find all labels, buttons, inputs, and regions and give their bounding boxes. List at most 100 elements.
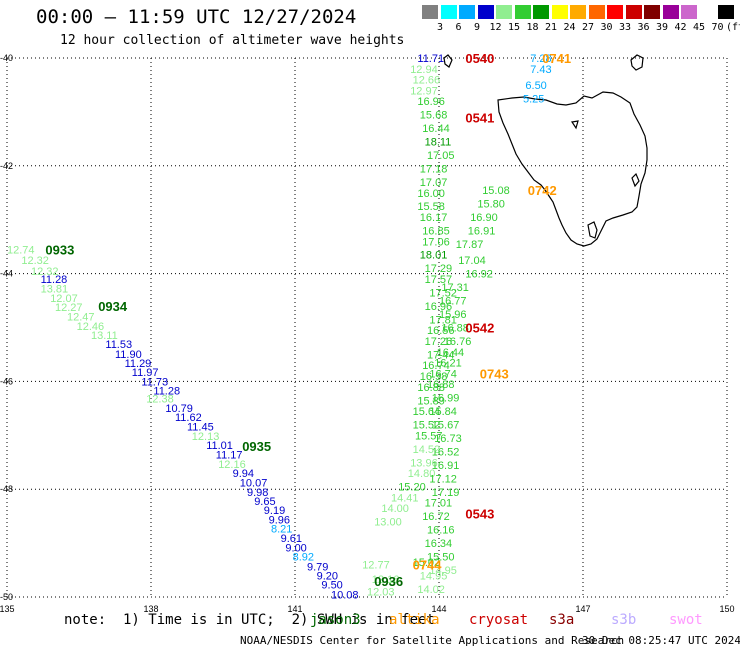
- pass-time-label: 0742: [528, 183, 557, 198]
- swh-data-point: 16.88: [417, 382, 445, 394]
- colorbar-swatch: [644, 5, 660, 19]
- swh-data-point: 9.19: [264, 505, 285, 517]
- swh-data-point: 9.96: [269, 514, 290, 526]
- y-tick-label: -44: [0, 269, 13, 279]
- swh-data-point: 12.03: [367, 587, 395, 599]
- colorbar-swatch: [681, 5, 697, 19]
- swh-data-point: 12.66: [413, 75, 441, 87]
- swh-data-point: 7.43: [530, 64, 551, 76]
- swh-data-point: 15.57: [415, 430, 443, 442]
- colorbar-label: 42: [674, 22, 687, 33]
- swh-data-point: 11.28: [41, 274, 68, 286]
- swh-data-point: 17.06: [422, 236, 450, 248]
- swh-data-point: 9.50: [321, 580, 342, 592]
- axis-tick-labels: 135 138 141 144 147 150 -40 -42 -44 -46 -48 -50: [0, 53, 735, 614]
- x-tick-label: 144: [431, 604, 446, 614]
- swh-data-point: 16.91: [468, 225, 496, 237]
- swh-data-point: 10.07: [240, 478, 268, 490]
- colorbar-label: (ft): [726, 22, 740, 33]
- swh-data-point: 17.07: [420, 177, 448, 189]
- colorbar-swatch: [662, 5, 679, 19]
- swh-data-point: 13.96: [410, 457, 438, 469]
- swh-data-point: 12.47: [67, 312, 95, 324]
- swh-data-point: 16.90: [470, 212, 498, 224]
- swh-data-point: 16.52: [432, 446, 460, 458]
- bruny-island: [587, 221, 598, 239]
- swh-data-point: 16.88: [427, 379, 455, 391]
- swh-data-point: 17.12: [429, 473, 457, 485]
- colorbar-label: 15: [507, 22, 521, 33]
- tasmania-coastline: [443, 54, 648, 247]
- swh-data-point: 11.45: [187, 422, 214, 434]
- pass-time-label: 0935: [242, 439, 271, 454]
- colorbar-swatch: [459, 5, 475, 19]
- swh-data-point: 16.92: [465, 269, 493, 281]
- pass-time-label: 0541: [465, 110, 494, 125]
- swh-data-point: 11.29: [125, 358, 152, 370]
- swh-data-point: 9.65: [254, 496, 275, 508]
- footer-note: note: 1) Time is in UTC; 2) SWH is in fe…: [64, 612, 435, 628]
- colorbar-swatch: [625, 5, 642, 19]
- y-tick-label: -50: [0, 592, 13, 602]
- swh-data-point: 16.77: [439, 296, 467, 308]
- swh-data-point: 16.76: [444, 336, 472, 348]
- swh-data-point: 11.90: [115, 349, 142, 361]
- swh-data-point: 12.77: [362, 560, 390, 572]
- colorbar-swatch: [422, 5, 438, 19]
- swh-data-point: 16.44: [422, 123, 450, 135]
- colorbar-swatch: [533, 5, 549, 19]
- colorbar-swatch: [718, 5, 734, 19]
- swh-data-point: 13.81: [41, 284, 69, 296]
- maria-island: [631, 172, 640, 188]
- small-islet: [570, 120, 579, 130]
- swh-data-point: 15.02: [413, 557, 441, 569]
- swh-data-point: 14.80: [408, 468, 436, 480]
- furneaux-group: [630, 54, 644, 71]
- page-title: 00:00 – 11:59 UTC 12/27/2024: [36, 6, 357, 28]
- swh-data-point: 9.00: [285, 542, 306, 554]
- swh-data-point: 14.02: [417, 584, 445, 596]
- swh-data-point: 11.17: [216, 450, 243, 462]
- colorbar-swatch: [570, 5, 586, 19]
- swh-data-point: 9.79: [307, 561, 328, 573]
- x-tick-label: 150: [719, 604, 734, 614]
- y-tick-label: -46: [0, 376, 13, 386]
- swh-data-point: 11.62: [175, 412, 202, 424]
- king-island: [443, 54, 453, 68]
- swh-data-point: 15.80: [477, 199, 505, 211]
- swh-data-point: 16.99: [432, 393, 460, 405]
- swh-data-point: 16.16: [427, 525, 455, 537]
- colorbar-label: 3: [436, 22, 444, 33]
- swh-data-point: 9.98: [247, 487, 268, 499]
- swh-data-point: 16.44: [437, 347, 465, 359]
- swh-data-point: 16.58: [420, 371, 448, 383]
- colorbar-label: 30: [600, 22, 613, 33]
- y-tick-label: -42: [0, 161, 13, 171]
- swh-data-point: 6.50: [525, 80, 546, 92]
- colorbar-label: 45: [692, 22, 706, 33]
- swh-data-point: 16.73: [434, 433, 462, 445]
- swh-data-point: 11.53: [105, 339, 132, 351]
- swh-data-point: 14.95: [429, 565, 457, 577]
- swh-data-point: 11.73: [141, 376, 168, 388]
- colorbar-label: 9: [473, 22, 481, 33]
- pass-time-label: 0743: [480, 366, 509, 381]
- swh-data-point: 12.38: [146, 394, 174, 406]
- swh-data-point: 18.11: [425, 137, 452, 149]
- swh-data-point: 17.26: [425, 336, 453, 348]
- swh-data-point: 17.31: [441, 282, 469, 294]
- swh-data-point: 16.85: [422, 225, 450, 237]
- colorbar-label: 33: [618, 22, 632, 33]
- swh-data-point: 15.20: [398, 482, 426, 494]
- swh-data-point: 12.27: [55, 302, 83, 314]
- colorbar-label: 12: [489, 22, 502, 33]
- pass-time-label: 0934: [98, 299, 128, 314]
- swh-data-point: 16.21: [434, 358, 462, 370]
- colorbar-swatch: [496, 5, 512, 19]
- swh-data-point: 15.58: [417, 201, 445, 213]
- swh-data-point: 17.01: [425, 498, 453, 510]
- x-tick-label: 141: [287, 604, 302, 614]
- swh-data-point: 17.29: [425, 263, 453, 275]
- swh-data-point: 12.16: [218, 459, 246, 471]
